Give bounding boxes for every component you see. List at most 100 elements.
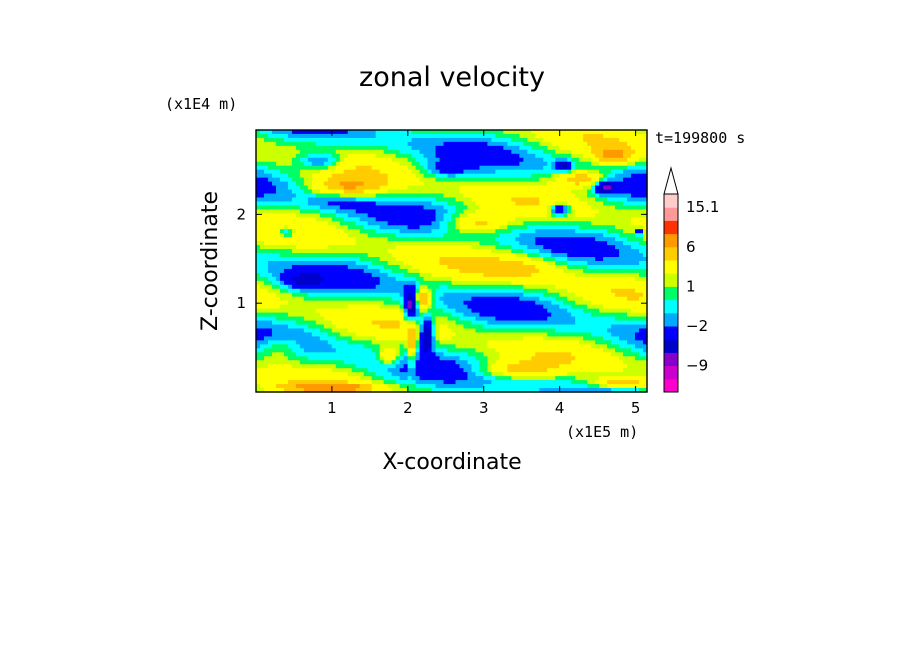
field-cell: [447, 245, 453, 250]
field-cell: [295, 324, 301, 330]
field-cell: [323, 165, 329, 171]
field-cell: [275, 268, 281, 274]
field-cell: [435, 292, 441, 298]
field-cell: [587, 225, 592, 230]
field-cell: [635, 217, 640, 222]
field-cell: [331, 264, 337, 270]
field-cell: [307, 253, 313, 258]
field-cell: [487, 213, 492, 218]
field-cell: [519, 292, 524, 298]
field-cell: [591, 177, 596, 183]
field-cell: [367, 217, 373, 222]
field-cell: [299, 308, 305, 314]
field-cell: [279, 296, 285, 302]
field-cell: [387, 241, 393, 246]
field-cell: [495, 233, 500, 238]
field-cell: [283, 193, 289, 199]
field-cell: [455, 312, 461, 318]
field-cell: [619, 308, 624, 314]
field-cell: [411, 257, 417, 262]
field-cell: [583, 304, 588, 310]
field-cell: [451, 237, 457, 242]
field-cell: [303, 233, 309, 238]
field-cell: [583, 241, 588, 246]
field-cell: [363, 225, 369, 230]
field-cell: [307, 229, 313, 234]
field-cell: [299, 185, 305, 191]
field-cell: [287, 233, 293, 238]
field-cell: [599, 217, 604, 222]
field-cell: [467, 201, 473, 207]
field-cell: [287, 264, 293, 270]
field-cell: [335, 133, 341, 139]
field-cell: [275, 217, 281, 222]
field-cell: [279, 193, 285, 199]
field-cell: [359, 205, 365, 210]
field-cell: [407, 209, 413, 214]
field-cell: [263, 185, 269, 191]
field-cell: [515, 312, 520, 318]
field-cell: [303, 237, 309, 242]
field-cell: [539, 225, 544, 230]
field-cell: [639, 221, 644, 226]
field-cell: [283, 169, 289, 175]
field-cell: [527, 229, 532, 234]
field-cell: [339, 213, 345, 218]
field-cell: [555, 288, 560, 294]
field-cell: [515, 324, 520, 330]
field-cell: [603, 264, 608, 270]
field-cell: [459, 161, 465, 167]
field-cell: [315, 253, 321, 258]
field-cell: [411, 237, 417, 242]
field-cell: [559, 181, 564, 187]
field-cell: [607, 197, 612, 203]
field-cell: [395, 181, 401, 187]
field-cell: [256, 181, 261, 187]
field-cell: [343, 217, 349, 222]
field-cell: [599, 185, 604, 191]
field-cell: [256, 193, 261, 199]
field-cell: [339, 185, 345, 191]
field-cell: [367, 130, 373, 135]
field-cell: [479, 157, 485, 163]
field-cell: [379, 324, 385, 330]
field-cell: [463, 209, 469, 214]
field-cell: [603, 165, 608, 171]
field-cell: [611, 130, 616, 135]
field-cell: [643, 249, 648, 254]
field-cell: [471, 261, 477, 266]
field-cell: [595, 189, 600, 195]
field-cell: [395, 253, 401, 258]
field-cell: [635, 133, 640, 139]
field-cell: [256, 320, 261, 326]
field-cell: [271, 264, 277, 270]
field-cell: [559, 320, 564, 326]
field-cell: [615, 193, 620, 199]
field-cell: [551, 209, 556, 214]
field-cell: [531, 261, 536, 266]
field-cell: [523, 261, 528, 266]
field-cell: [591, 312, 596, 318]
field-cell: [543, 308, 548, 314]
field-cell: [511, 276, 516, 282]
field-cell: [415, 312, 421, 318]
field-cell: [527, 181, 532, 187]
field-cell: [635, 268, 640, 274]
field-cell: [275, 149, 281, 155]
field-cell: [587, 149, 592, 155]
field-cell: [643, 137, 648, 143]
field-cell: [423, 308, 429, 314]
field-cell: [519, 272, 524, 278]
field-cell: [275, 165, 281, 171]
field-cell: [263, 312, 269, 318]
field-cell: [499, 169, 504, 175]
field-cell: [259, 197, 265, 203]
field-cell: [315, 241, 321, 246]
field-cell: [539, 209, 544, 214]
field-cell: [443, 137, 449, 143]
field-cell: [283, 137, 289, 143]
field-cell: [495, 181, 500, 187]
field-cell: [587, 233, 592, 238]
field-cell: [587, 304, 592, 310]
field-cell: [579, 217, 584, 222]
